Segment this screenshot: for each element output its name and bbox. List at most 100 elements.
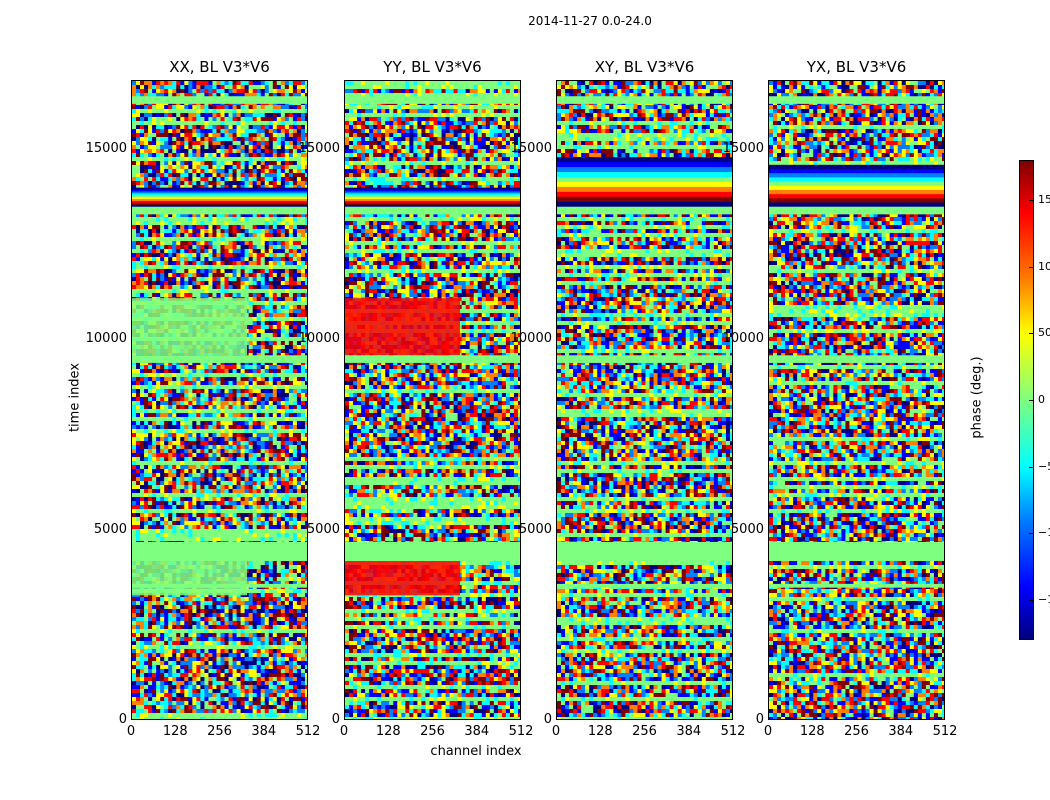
heatmap-cell [156, 113, 161, 118]
heatmap-cell [252, 141, 257, 146]
heatmap-cell [252, 333, 257, 338]
heatmap-cell [292, 181, 298, 186]
heatmap-cell [272, 437, 278, 442]
heatmap-cell [168, 457, 173, 462]
heatmap-cell [240, 377, 245, 382]
heatmap-cell [164, 233, 169, 238]
heatmap-cell [160, 105, 165, 110]
heatmap-cell [220, 513, 225, 518]
heatmap-cell [164, 177, 169, 182]
heatmap-cell [248, 437, 253, 442]
heatmap-cell [264, 445, 270, 450]
heatmap-cell [192, 165, 197, 170]
heatmap-cell [200, 425, 205, 430]
heatmap-cell [284, 333, 290, 338]
heatmap-cell [248, 485, 253, 490]
heatmap-cell [216, 225, 221, 230]
heatmap-cell [280, 261, 286, 266]
heatmap-cell [156, 249, 161, 254]
heatmap-cell [228, 445, 233, 450]
heatmap-cell [204, 401, 209, 406]
heatmap-cell [268, 429, 274, 434]
heatmap-cell [272, 389, 278, 394]
heatmap-cell [156, 213, 161, 218]
heatmap-cell [204, 221, 209, 226]
heatmap-cell [140, 93, 145, 98]
heatmap-cell [240, 509, 245, 514]
heatmap-cell [292, 165, 298, 170]
heatmap-cell [252, 85, 257, 90]
heatmap-cell [296, 493, 302, 498]
heatmap-cell [156, 497, 161, 502]
heatmap-cell [252, 153, 257, 158]
heatmap-cell [200, 377, 205, 382]
heatmap-cell [192, 161, 197, 166]
heatmap-cell [240, 525, 245, 530]
heatmap-cell [152, 289, 157, 294]
heatmap-cell [216, 361, 221, 366]
heatmap-cell [212, 449, 217, 454]
heatmap-cell [260, 141, 266, 146]
heatmap-cell [200, 529, 205, 534]
heatmap-cell [236, 109, 241, 114]
heatmap-cell [264, 409, 270, 414]
heatmap-cell [260, 381, 266, 386]
heatmap-cell [236, 361, 241, 366]
heatmap-cell [268, 517, 274, 522]
heatmap-cell [240, 137, 245, 142]
heatmap-cell [252, 157, 257, 162]
heatmap-cell [188, 421, 193, 426]
heatmap-cell [260, 389, 266, 394]
heatmap-cell [216, 177, 221, 182]
heatmap-cell [136, 169, 141, 174]
heatmap-cell [232, 221, 237, 226]
heatmap-cell [172, 137, 177, 142]
heatmap-cell [200, 133, 205, 138]
heatmap-cell [244, 213, 249, 218]
heatmap-cell [152, 381, 157, 386]
heatmap-cell [216, 449, 221, 454]
heatmap-cell [228, 125, 233, 130]
heatmap-cell [244, 369, 249, 374]
heatmap-cell [204, 181, 209, 186]
heatmap-cell [284, 493, 290, 498]
heatmap-cell [136, 449, 141, 454]
heatmap-cell [220, 181, 225, 186]
heatmap-cell [232, 257, 237, 262]
heatmap-cell [260, 213, 266, 218]
heatmap-cell [184, 113, 189, 118]
heatmap-cell [300, 441, 306, 446]
heatmap-cell [224, 285, 229, 290]
heatmap-cell [284, 489, 290, 494]
heatmap-cell [248, 253, 253, 258]
heatmap-cell [288, 221, 294, 226]
heatmap-cell [208, 173, 213, 178]
heatmap-cell [288, 525, 294, 530]
heatmap-cell [244, 517, 249, 522]
heatmap-cell [280, 493, 286, 498]
heatmap-cell [280, 349, 286, 354]
heatmap-cell [236, 145, 241, 150]
heatmap-cell [304, 173, 307, 178]
heatmap-cell [252, 121, 257, 126]
heatmap-cell [284, 229, 290, 234]
heatmap-cell [188, 365, 193, 370]
heatmap-cell [232, 433, 237, 438]
heatmap-cell [200, 501, 205, 506]
heatmap-cell [156, 133, 161, 138]
heatmap-cell [252, 301, 257, 306]
heatmap-cell [256, 241, 262, 246]
heatmap-cell [292, 449, 298, 454]
heatmap-cell [168, 273, 173, 278]
heatmap-cell [164, 469, 169, 474]
heatmap-cell [208, 109, 213, 114]
heatmap-cell [272, 241, 278, 246]
heatmap-cell [132, 433, 137, 438]
heatmap-cell [272, 81, 278, 86]
heatmap-cell [208, 477, 213, 482]
heatmap-cell [180, 477, 185, 482]
heatmap-cell [256, 473, 262, 478]
heatmap-cell [164, 381, 169, 386]
heatmap-cell [180, 233, 185, 238]
heatmap-cell [148, 213, 153, 218]
